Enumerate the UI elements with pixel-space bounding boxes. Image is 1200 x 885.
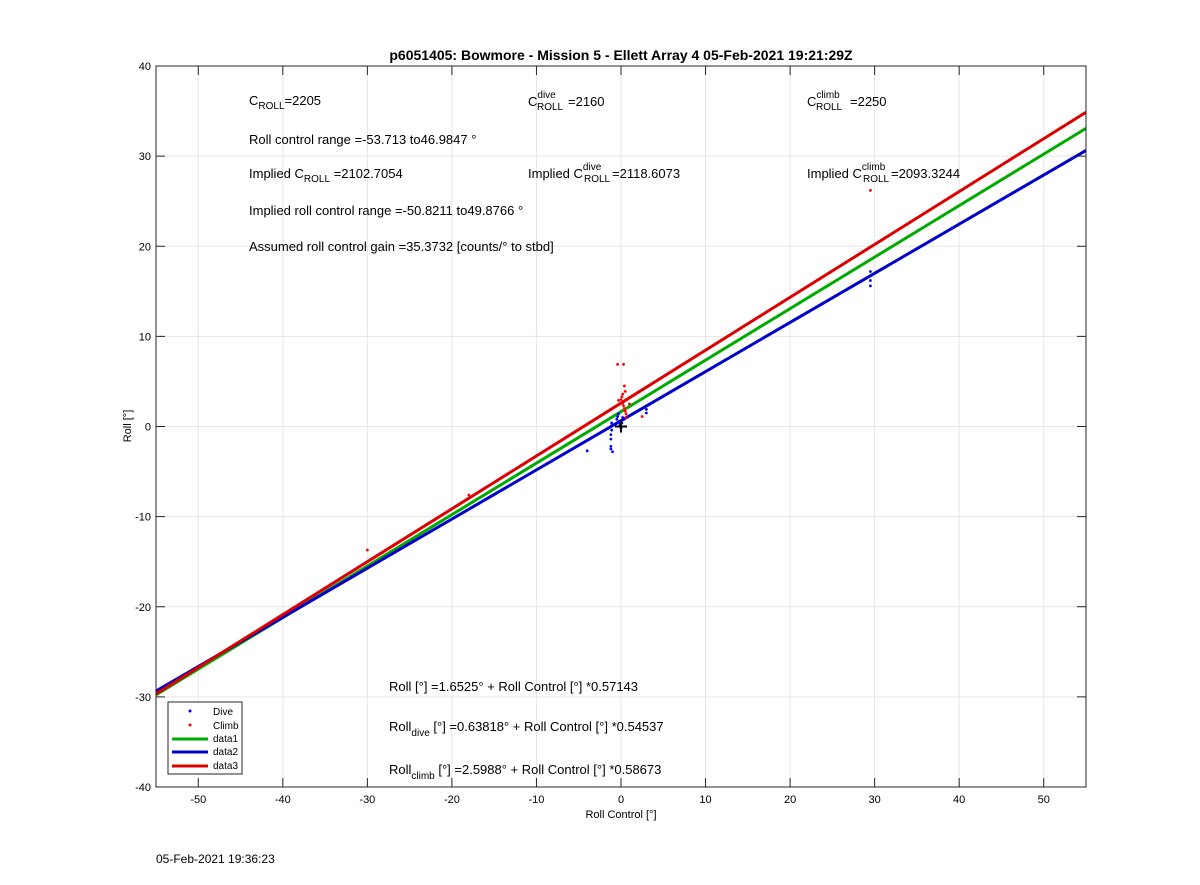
dive-point xyxy=(610,428,614,432)
y-axis-label: Roll [°] xyxy=(122,410,134,443)
dive-point xyxy=(585,449,589,453)
data-points xyxy=(365,188,872,552)
dive-point xyxy=(615,417,619,421)
climb-point xyxy=(616,362,620,366)
equation-climb: Rollclimb [°] =2.5988° + Roll Control [°… xyxy=(389,762,661,782)
climb-point xyxy=(623,409,627,413)
croll-annotation: CROLL=2205 xyxy=(249,93,321,112)
climb-point xyxy=(628,402,631,406)
climb-point xyxy=(623,389,627,393)
implied-range-annotation: Implied roll control range =-50.8211 to4… xyxy=(249,203,523,218)
croll-dive-value: =2160 xyxy=(568,94,605,109)
climb-point xyxy=(619,398,623,401)
climb-point xyxy=(622,362,625,366)
x-axis-label: Roll Control [°] xyxy=(585,809,656,821)
climb-point xyxy=(620,395,624,399)
climb-point xyxy=(624,412,628,416)
equation-dive: Rolldive [°] =0.63818° + Roll Control [°… xyxy=(389,719,664,739)
legend-label-dive: Dive xyxy=(213,707,233,718)
dive-point xyxy=(644,411,648,415)
dive-point xyxy=(610,424,614,427)
legend-marker-climb xyxy=(188,723,192,727)
x-tick-label: 30 xyxy=(869,794,881,806)
implied-croll-climb-value: =2093.3244 xyxy=(891,166,960,181)
climb-point xyxy=(622,404,625,408)
y-tick-labels: -40 -30 -20 -10 0 10 20 30 40 xyxy=(135,61,151,794)
dive-point xyxy=(869,284,872,288)
implied-croll-climb-sub: ROLL xyxy=(863,174,890,185)
roll-range-annotation: Roll control range =-53.713 to46.9847 ° xyxy=(249,132,476,147)
croll-dive-annotation: Cdive xyxy=(528,90,556,109)
x-tick-label: -40 xyxy=(275,794,291,806)
x-tick-label: 20 xyxy=(784,794,796,806)
dive-point xyxy=(616,415,620,418)
x-tick-labels: -50 -40 -30 -20 -10 0 10 20 30 40 50 xyxy=(190,794,1050,806)
x-tick-label: -10 xyxy=(529,794,545,806)
climb-point xyxy=(621,401,625,405)
y-tick-label: 30 xyxy=(139,151,151,163)
y-tick-label: 10 xyxy=(139,331,151,343)
climb-point xyxy=(622,384,626,388)
x-tick-label: -20 xyxy=(444,794,460,806)
climb-point xyxy=(624,416,628,419)
dive-point xyxy=(609,437,613,441)
climb-point xyxy=(621,392,625,396)
dive-point xyxy=(617,412,620,416)
dive-point xyxy=(869,270,872,273)
implied-croll-annotation: Implied CROLL =2102.7054 xyxy=(249,166,403,185)
implied-croll-dive-value: =2118.6073 xyxy=(612,166,680,181)
print-timestamp: 05-Feb-2021 19:36:23 xyxy=(156,852,275,866)
x-tick-label: 0 xyxy=(618,794,624,806)
implied-croll-dive-annotation: Implied Cdive xyxy=(528,162,602,181)
x-tick-label: -50 xyxy=(190,794,206,806)
y-tick-label: -30 xyxy=(135,692,151,704)
croll-climb-sub: ROLL xyxy=(816,102,843,113)
y-tick-label: 20 xyxy=(139,241,151,253)
dive-point xyxy=(644,407,648,411)
dive-point xyxy=(869,279,872,282)
climb-point xyxy=(622,407,626,410)
legend-label-data2: data2 xyxy=(213,747,238,758)
x-tick-label: 10 xyxy=(699,794,711,806)
legend-label-data3: data3 xyxy=(213,761,238,772)
climb-point xyxy=(467,493,471,497)
legend-label-climb: Climb xyxy=(213,721,239,732)
dive-point xyxy=(609,447,613,451)
x-tick-label: 40 xyxy=(953,794,965,806)
y-tick-label: 0 xyxy=(145,422,151,434)
legend-marker-dive xyxy=(188,709,192,713)
climb-point xyxy=(617,398,620,402)
regression-line-data3 xyxy=(155,110,1087,696)
chart-title: p6051405: Bowmore - Mission 5 - Ellett A… xyxy=(389,47,853,63)
climb-point xyxy=(869,188,872,192)
climb-point xyxy=(640,415,644,418)
dive-point xyxy=(610,421,614,425)
gain-annotation: Assumed roll control gain =35.3732 [coun… xyxy=(249,239,554,254)
croll-dive-sub: ROLL xyxy=(537,102,564,113)
legend-label-data1: data1 xyxy=(213,734,238,745)
dive-point xyxy=(611,450,614,454)
x-tick-label: 50 xyxy=(1038,794,1050,806)
implied-croll-dive-sub: ROLL xyxy=(584,174,611,185)
dive-point xyxy=(609,444,613,448)
dive-point xyxy=(621,416,625,419)
climb-point xyxy=(365,548,369,552)
implied-croll-climb-annotation: Implied Cclimb xyxy=(807,162,886,181)
croll-climb-value: =2250 xyxy=(850,94,887,109)
x-tick-label: -30 xyxy=(359,794,375,806)
legend: Dive Climb data1 data2 data3 xyxy=(167,701,243,775)
y-tick-label: -20 xyxy=(135,602,151,614)
y-tick-label: -10 xyxy=(135,512,151,524)
croll-climb-annotation: Cclimb xyxy=(807,90,840,109)
axis-ticks xyxy=(156,65,1086,788)
dive-point xyxy=(609,433,613,437)
y-tick-label: -40 xyxy=(135,782,151,794)
equation-all: Roll [°] =1.6525° + Roll Control [°] *0.… xyxy=(389,679,638,694)
y-tick-label: 40 xyxy=(139,61,151,73)
